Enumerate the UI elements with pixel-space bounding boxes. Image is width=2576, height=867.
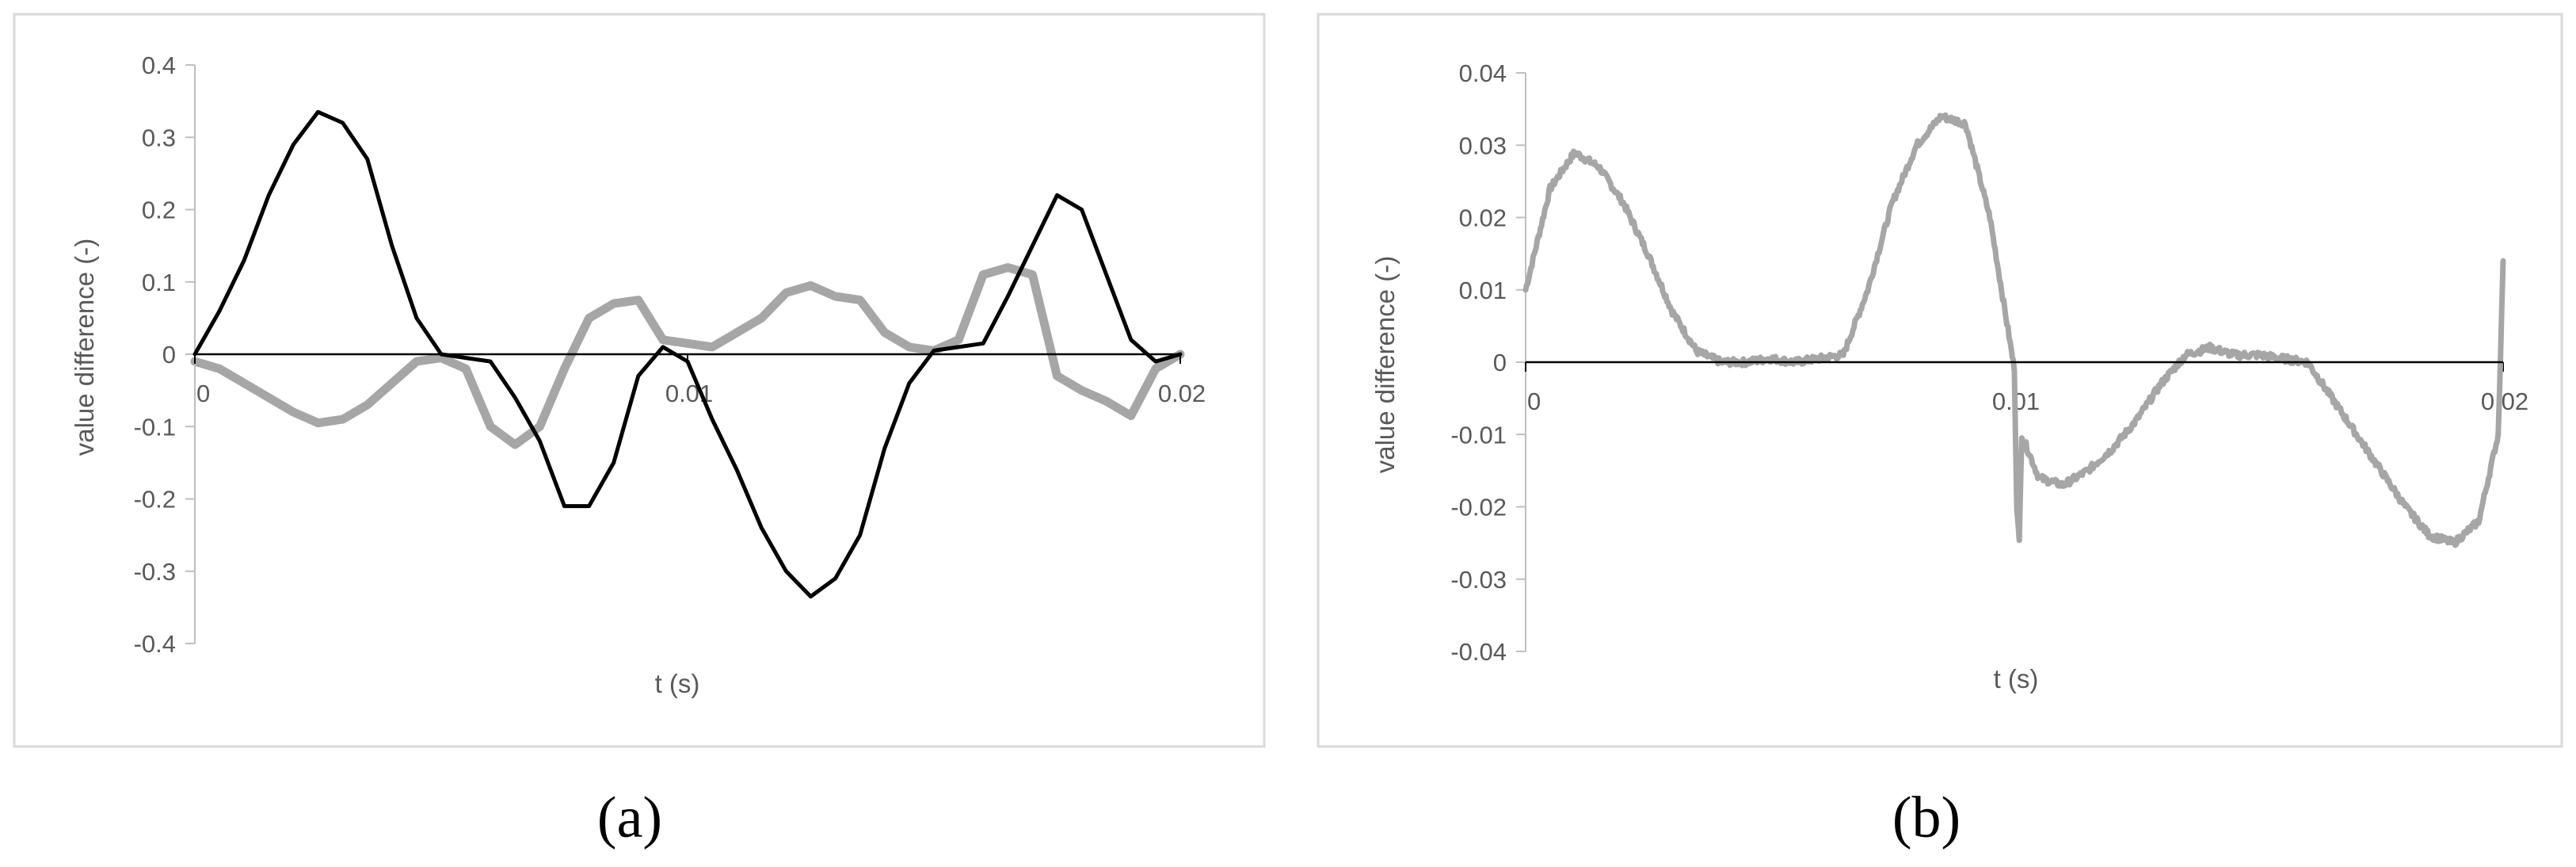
y-tick-label: -0.2: [134, 486, 176, 514]
panel-label-b: (b): [1892, 785, 1961, 850]
plot-area-b: 0.04 0.03 0.02 0.01 0 -0.01 -0.02 -0.03 -0.04 0 0.…: [1450, 59, 2528, 666]
chart-panel-b: 0.04 0.03 0.02 0.01 0 -0.01 -0.02 -0.03 -0.04 0 0.…: [1317, 13, 2563, 850]
x-tick-label: 0: [196, 380, 210, 407]
chart-b-ylabel: value difference (-): [1370, 256, 1400, 474]
y-tick-label: -0.04: [1450, 638, 1507, 666]
y-tick-label: 0.02: [1459, 204, 1507, 232]
series-line: [190, 263, 1185, 449]
chart-a-ylabel: value difference (-): [70, 239, 99, 456]
y-tick-label: 0.1: [142, 269, 176, 296]
y-tick-label: -0.03: [1450, 566, 1507, 594]
y-tick-label: -0.01: [1450, 421, 1507, 449]
y-tick-label: 0.4: [142, 52, 176, 79]
chart-b-xlabel: t (s): [1994, 664, 2039, 693]
series-line: [192, 109, 1183, 599]
y-tick-label: -0.02: [1450, 494, 1507, 521]
y-tick-label: 0.3: [142, 124, 176, 151]
y-tick-label: 0.01: [1459, 277, 1507, 304]
panel-label-a: (a): [597, 785, 662, 850]
y-tick-label: 0: [1493, 349, 1507, 376]
y-tick-label: 0: [162, 341, 176, 369]
chart-a-border: [13, 13, 1266, 748]
y-tick-label: -0.4: [134, 630, 176, 658]
series-line: [1522, 112, 2506, 548]
chart-panel-a: 0.40.30.20.10-0.1-0.2-0.3-0.40 0.01 0.02 v…: [13, 13, 1266, 850]
chart-a-xlabel: t (s): [655, 669, 700, 698]
plot-area-a: 0.40.30.20.10-0.1-0.2-0.3-0.40 0.01 0.02: [134, 52, 1206, 658]
x-tick-label: 0: [1527, 388, 1541, 415]
y-tick-label: 0.03: [1459, 132, 1507, 159]
x-tick-label: 0.02: [2481, 388, 2528, 415]
y-tick-label: 0.2: [142, 197, 176, 224]
y-tick-label: 0.04: [1459, 59, 1507, 87]
y-tick-label: -0.1: [134, 413, 176, 441]
x-tick-label: 0.02: [1158, 380, 1206, 407]
y-tick-label: -0.3: [134, 558, 176, 586]
chart-b-border: [1317, 13, 2563, 748]
